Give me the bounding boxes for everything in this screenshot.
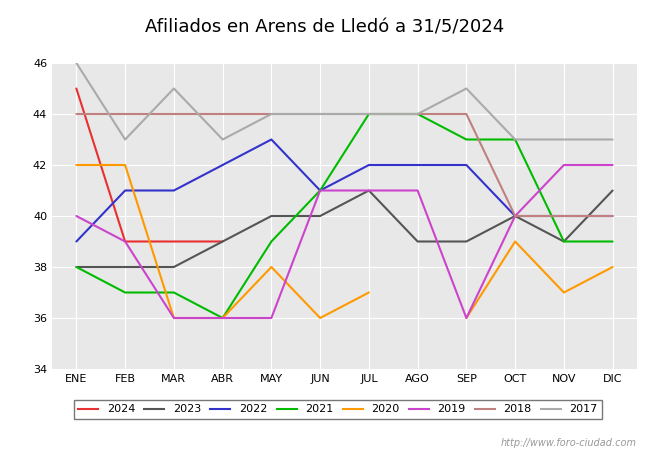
Legend: 2024, 2023, 2022, 2021, 2020, 2019, 2018, 2017: 2024, 2023, 2022, 2021, 2020, 2019, 2018… xyxy=(73,400,603,419)
Text: http://www.foro-ciudad.com: http://www.foro-ciudad.com xyxy=(501,438,637,448)
Text: Afiliados en Arens de Lledó a 31/5/2024: Afiliados en Arens de Lledó a 31/5/2024 xyxy=(146,18,504,36)
